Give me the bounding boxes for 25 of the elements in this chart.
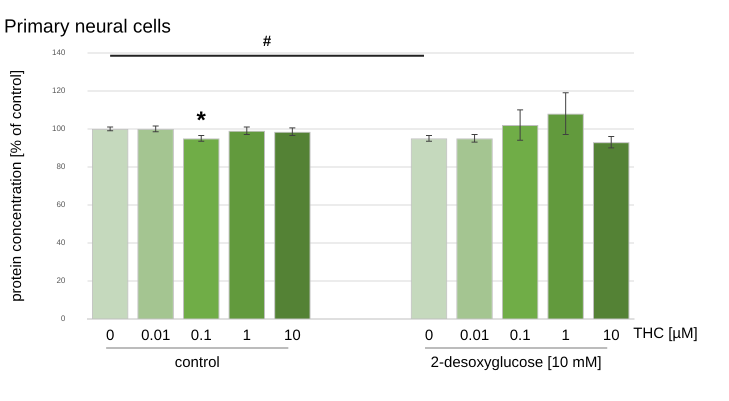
y-tick-label: 20	[56, 276, 66, 286]
text: 2-desoxyglucose [10 mM]	[430, 354, 602, 372]
x-tick-label: 0.01	[141, 327, 170, 344]
annotation: *	[196, 107, 207, 134]
x-tick-label: 0	[424, 327, 434, 344]
text: control	[174, 354, 220, 372]
y-tick-label: 80	[56, 162, 66, 172]
y-axis-title: protein concentration [% of control]	[8, 70, 26, 302]
x-tick-label: 0	[106, 327, 114, 344]
text: THC [µM]	[633, 325, 698, 342]
x-tick-label: 1	[242, 327, 251, 344]
y-tick-label: 120	[52, 86, 66, 96]
y-tick-label: 0	[60, 314, 66, 324]
chart-title: Primary neural cells	[4, 16, 171, 38]
y-tick-label: 40	[56, 238, 66, 248]
y-tick-label: 60	[56, 200, 66, 210]
y-tick-label: 140	[52, 48, 66, 58]
x-tick-label: 10	[284, 327, 301, 344]
x-tick-label: 0.1	[190, 327, 212, 344]
x-tick-label: 0.01	[460, 327, 490, 344]
x-tick-label: 1	[561, 327, 570, 344]
y-tick-label: 100	[52, 124, 66, 134]
x-tick-label: 0.1	[510, 327, 531, 344]
text: #	[262, 32, 272, 50]
x-tick-label: 10	[602, 327, 620, 344]
